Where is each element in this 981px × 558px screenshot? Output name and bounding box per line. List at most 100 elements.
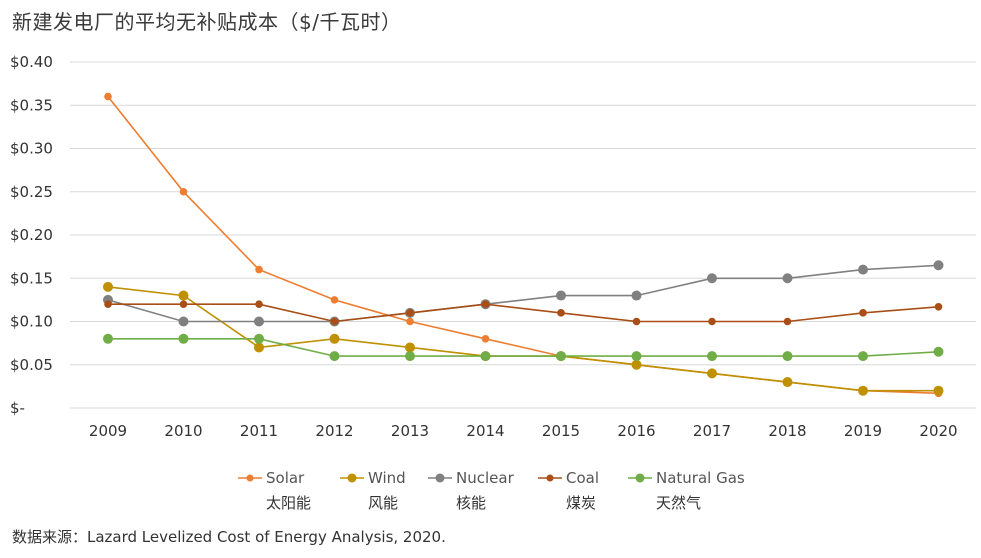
x-tick-label: 2019	[844, 422, 882, 440]
data-point	[406, 309, 414, 317]
gridlines	[70, 61, 976, 409]
series-solar	[104, 92, 943, 398]
legend-item-coal: Coal 煤炭	[538, 469, 599, 512]
data-point	[556, 351, 566, 362]
legend-item-nuclear: Nuclear 核能	[428, 469, 515, 512]
data-point	[782, 273, 793, 284]
y-tick-label: $0.10	[10, 313, 53, 331]
data-point	[481, 335, 490, 343]
series-line	[108, 337, 939, 357]
series-line	[107, 96, 939, 395]
data-point	[933, 385, 944, 396]
y-axis-tick-labels: $0.40 $0.35 $0.30 $0.25 $0.20 $0.15 $0.10 $0.05…	[10, 53, 53, 417]
data-point	[557, 309, 565, 317]
x-tick-label: 2015	[542, 422, 580, 440]
data-point	[631, 351, 642, 362]
data-point	[178, 316, 189, 327]
data-point	[934, 302, 943, 311]
data-point	[254, 342, 264, 353]
series-natural-gas	[103, 333, 944, 362]
data-point	[632, 317, 641, 326]
legend-swatch-marker	[246, 474, 254, 482]
legend-swatch-marker	[546, 474, 554, 482]
data-point	[178, 333, 189, 344]
data-point	[179, 300, 188, 309]
y-tick-label: $0.30	[10, 140, 53, 158]
data-point	[933, 260, 944, 271]
x-tick-label: 2017	[693, 422, 731, 440]
legend-label: Wind	[368, 469, 406, 487]
chart-title: 新建发电厂的平均无补贴成本（$/千瓦时）	[12, 10, 402, 34]
data-point	[405, 351, 415, 362]
legend-item-wind: Wind 风能	[340, 469, 406, 512]
series-line	[108, 303, 939, 323]
data-point	[480, 351, 491, 362]
legend-swatch-marker	[435, 473, 445, 483]
x-tick-label: 2010	[164, 422, 202, 440]
data-point	[255, 300, 263, 309]
data-point	[708, 317, 716, 326]
data-point	[783, 317, 792, 326]
data-point	[707, 273, 717, 284]
x-tick-label: 2013	[391, 422, 429, 440]
data-point	[556, 290, 566, 301]
data-point	[254, 333, 264, 344]
data-point	[933, 346, 944, 357]
y-tick-label: $0.20	[10, 226, 53, 244]
data-point	[255, 265, 263, 274]
data-point	[329, 351, 340, 362]
data-point	[330, 296, 339, 304]
x-tick-label: 2020	[919, 422, 957, 440]
data-point	[329, 333, 340, 344]
source-note: 数据来源：Lazard Levelized Cost of Energy Ana…	[12, 528, 446, 546]
y-tick-label: $0.05	[10, 356, 53, 374]
legend: Solar 太阳能 Wind 风能 Nuclear 核能 Coal 煤炭 Natural Gas…	[238, 469, 745, 512]
legend-label: Coal	[566, 469, 599, 487]
x-tick-label: 2009	[89, 422, 127, 440]
x-tick-label: 2014	[466, 422, 504, 440]
legend-label-cn: 天然气	[656, 494, 701, 512]
data-point	[481, 300, 490, 309]
data-point	[631, 290, 642, 301]
legend-label: Nuclear	[456, 469, 515, 487]
data-point	[104, 300, 112, 309]
legend-label-cn: 核能	[456, 494, 486, 512]
x-tick-label: 2011	[240, 422, 278, 440]
data-point	[631, 359, 642, 370]
data-point	[707, 368, 717, 379]
legend-label-cn: 风能	[368, 494, 398, 512]
legend-label-cn: 太阳能	[266, 494, 311, 512]
data-point	[179, 187, 188, 196]
data-point	[104, 92, 112, 101]
legend-label-cn: 煤炭	[566, 494, 596, 512]
data-point	[858, 351, 868, 362]
y-tick-label: $-	[10, 399, 25, 417]
y-tick-label: $0.25	[10, 183, 53, 201]
series-wind	[103, 281, 944, 396]
x-tick-label: 2018	[768, 422, 806, 440]
data-point	[858, 385, 868, 396]
x-axis-tick-labels: 2009 2010 2011 2012 2013 2014 2015 2016 2017 2018…	[89, 422, 958, 440]
series-nuclear	[103, 260, 944, 327]
legend-item-natural-gas: Natural Gas 天然气	[628, 469, 745, 512]
data-point	[103, 281, 113, 292]
legend-item-solar: Solar 太阳能	[238, 469, 311, 512]
y-tick-label: $0.15	[10, 269, 53, 287]
series-group	[103, 92, 944, 398]
legend-label: Solar	[266, 469, 305, 487]
y-tick-label: $0.40	[10, 53, 53, 71]
data-point	[405, 342, 415, 353]
data-point	[330, 317, 339, 326]
y-tick-label: $0.35	[10, 96, 53, 114]
data-point	[858, 264, 868, 275]
data-point	[782, 351, 793, 362]
legend-swatch-marker	[635, 473, 645, 483]
data-point	[178, 290, 189, 301]
legend-label: Natural Gas	[656, 469, 745, 487]
data-point	[103, 333, 113, 344]
x-tick-label: 2012	[315, 422, 353, 440]
series-coal	[104, 300, 943, 326]
data-point	[254, 316, 264, 327]
legend-swatch-marker	[347, 473, 357, 483]
